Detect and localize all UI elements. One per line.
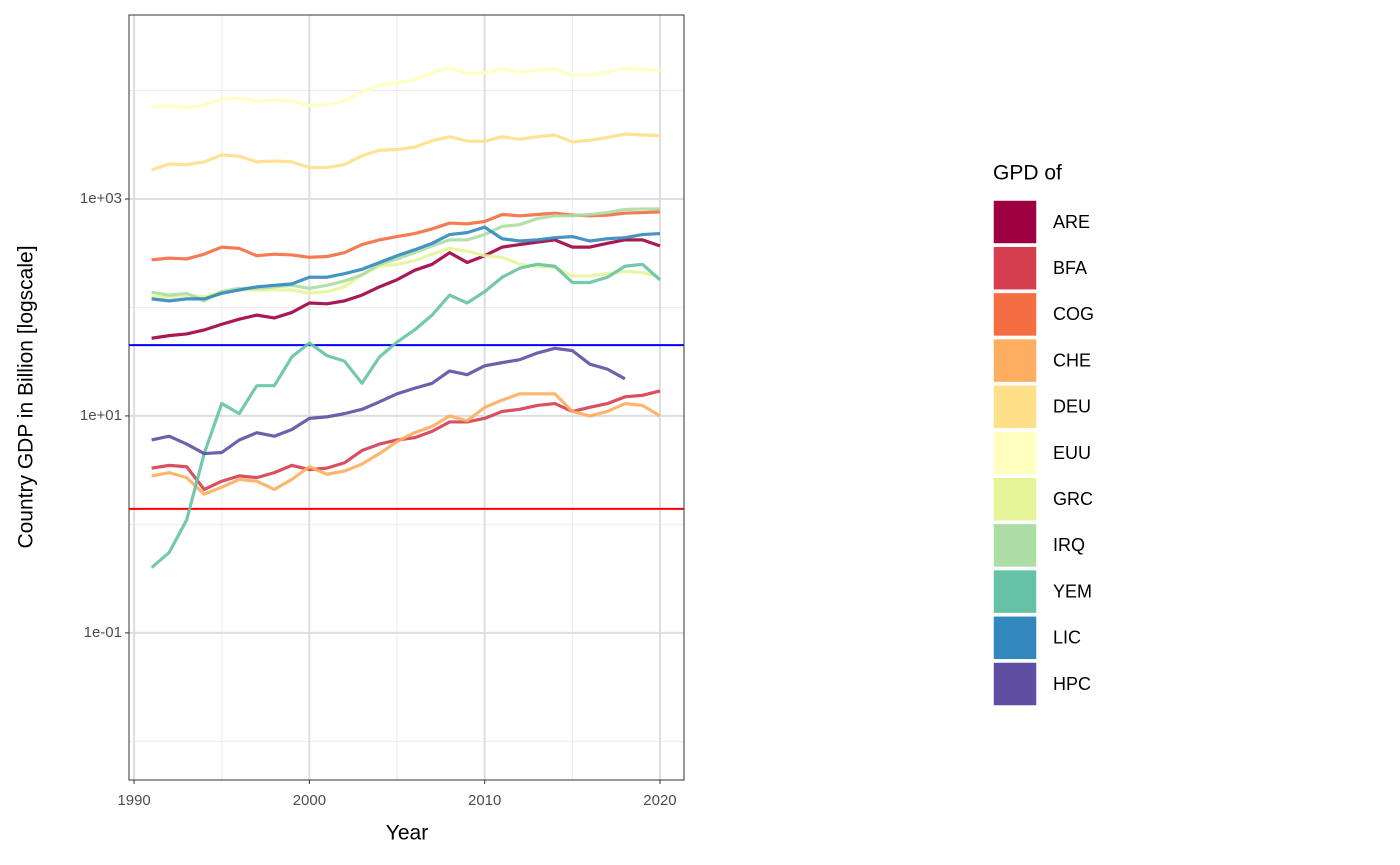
x-tick-label: 1990 bbox=[117, 792, 150, 809]
y-tick-label: 1e-01 bbox=[84, 624, 122, 641]
legend-key bbox=[992, 430, 1038, 476]
x-tick-label: 2000 bbox=[293, 792, 326, 809]
legend-label: HPC bbox=[1053, 674, 1091, 694]
series-line bbox=[151, 346, 626, 456]
legend-label: YEM bbox=[1053, 581, 1092, 601]
legend-key bbox=[992, 568, 1038, 615]
legend-key bbox=[992, 245, 1038, 291]
legend-label: BFA bbox=[1053, 258, 1087, 278]
series-line bbox=[151, 132, 661, 172]
lines bbox=[129, 66, 684, 569]
legend-key bbox=[992, 661, 1038, 707]
series-line bbox=[150, 262, 662, 569]
legend-key bbox=[992, 522, 1038, 569]
legend-label: LIC bbox=[1053, 628, 1081, 648]
legend: ARE BFA COG CHE DEU EUU GRC IRQ YEM LIC HPC bbox=[992, 199, 1094, 707]
series-line bbox=[151, 392, 661, 496]
legend-label: IRQ bbox=[1053, 535, 1085, 555]
legend-key bbox=[992, 384, 1038, 430]
legend-key bbox=[992, 337, 1038, 384]
legend-label: CHE bbox=[1053, 350, 1091, 370]
y-axis-title: Country GDP in Billion [logscale] bbox=[15, 245, 38, 548]
y-tick-label: 1e+01 bbox=[80, 407, 122, 424]
series-line bbox=[151, 225, 661, 303]
panel-border bbox=[128, 14, 685, 781]
x-tick-label: 2020 bbox=[643, 792, 676, 809]
legend-label: GRC bbox=[1053, 489, 1093, 509]
legend-key bbox=[992, 199, 1038, 245]
legend-key bbox=[992, 476, 1038, 522]
legend-key bbox=[992, 615, 1038, 661]
y-tick-label: 1e+03 bbox=[80, 190, 122, 207]
panel bbox=[129, 15, 684, 780]
legend-label: COG bbox=[1053, 304, 1094, 324]
series-line bbox=[151, 238, 661, 340]
axes: 1e-01 1e+01 1e+03 1990 2000 2010 2020 bbox=[80, 190, 677, 809]
series-line bbox=[151, 66, 661, 110]
legend-label: DEU bbox=[1053, 397, 1091, 417]
x-tick-label: 2010 bbox=[468, 792, 501, 809]
x-axis-title: Year bbox=[386, 822, 428, 845]
legend-label: EUU bbox=[1053, 443, 1091, 463]
grid bbox=[129, 15, 684, 780]
legend-label: ARE bbox=[1053, 212, 1090, 232]
legend-title: GPD of bbox=[993, 162, 1062, 185]
legend-key bbox=[992, 291, 1038, 338]
